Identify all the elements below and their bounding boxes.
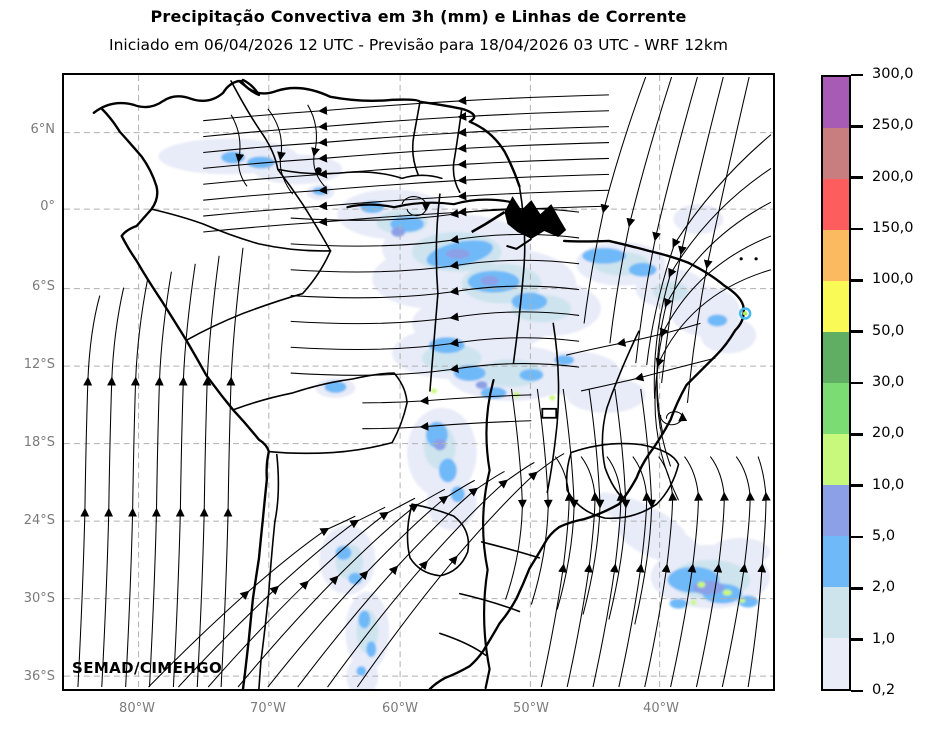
lon-tick-label: 70°W [250,701,286,716]
map-canvas [64,75,773,689]
lon-tick-label: 80°W [119,701,155,716]
colorbar-segment [823,281,849,332]
coastal-cell-ring [738,307,752,320]
precip-heavy [391,227,725,595]
precipitation-layer [158,138,771,689]
lat-tick-label: 6°N [30,122,56,137]
lat-tick-label: 6°S [31,279,55,294]
lon-tick-label: 60°W [382,701,418,716]
credit-label: SEMAD/CIMEHGO [72,659,223,677]
colorbar-tick [851,484,863,487]
amazon-river [346,198,513,209]
colorbar-tick [851,330,863,333]
colorbar-tick-label: 50,0 [872,322,905,339]
precipitation-colorbar [821,75,851,691]
coastlines-layer [92,78,745,689]
colorbar-tick-label: 300,0 [872,66,914,82]
colorbar-tick-label: 2,0 [872,579,896,596]
lat-tick-label: 12°S [23,357,55,372]
lon-tick-label: 40°W [643,701,679,716]
lat-tick-label: 36°S [23,669,55,684]
colorbar-tick [851,433,863,436]
amazon-delta [471,196,567,250]
colorbar-tick [851,176,863,179]
colorbar-segment [823,434,849,485]
island-dot [754,257,758,261]
colorbar-segment [823,77,849,128]
colorbar-tick-label: 100,0 [872,271,914,288]
lon-tick-label: 50°W [513,701,549,716]
colorbar-tick-label: 150,0 [872,220,914,236]
colorbar-tick-label: 20,0 [872,425,905,442]
colorbar-segment [823,230,849,281]
paraguay-river [481,378,495,689]
borders-layer [150,80,680,689]
colorbar-tick [851,381,863,385]
colorbar-tick [851,73,863,77]
colorbar-tick [851,587,863,590]
coastal-cell-core [742,311,748,316]
colorbar-tick-label: 5,0 [872,528,896,544]
lat-tick-label: 24°S [23,513,55,528]
colorbar-tick-label: 0,2 [872,682,896,698]
colorbar-tick [851,125,863,128]
colorbar-segment [823,128,849,179]
point-features [315,167,758,419]
lat-tick-label: 18°S [23,435,55,450]
lake-dot [315,167,322,174]
colorbar-tick-label: 1,0 [872,630,896,647]
colorbar-tick [851,535,863,539]
colorbar-tick [851,689,863,693]
colorbar-tick [851,227,863,231]
colorbar-tick [851,279,863,282]
colorbar-tick-label: 200,0 [872,168,914,185]
colorbar-segment [823,179,849,230]
streamlines-layer [77,76,772,688]
colorbar-tick [851,638,863,641]
colorbar-tick-label: 30,0 [872,374,905,390]
colorbar-segment [823,587,849,638]
colorbar-tick-label: 250,0 [872,117,914,134]
lat-tick-label: 0° [40,199,55,214]
map-plot-area: SEMAD/CIMEHGO [62,73,775,691]
precip-intense [430,388,746,606]
colorbar-tick-label: 10,0 [872,476,905,493]
lat-tick-label: 30°S [23,591,55,606]
colorbar-segment [823,383,849,434]
subtitle-run-info: Iniciado em 06/04/2026 12 UTC - Previsão… [109,36,728,54]
colorbar-segment [823,332,849,383]
island-dot [739,257,743,261]
colorbar-segment [823,638,849,689]
page-title: Precipitação Convectiva em 3h (mm) e Lin… [150,7,687,26]
colorbar-segment [823,536,849,587]
df-marker [541,407,558,419]
colorbar-segment [823,485,849,536]
